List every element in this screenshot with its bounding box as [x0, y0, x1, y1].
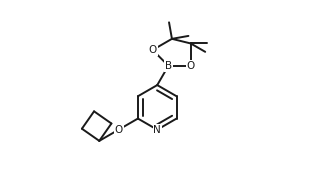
- Text: O: O: [186, 61, 195, 71]
- Text: N: N: [153, 125, 161, 135]
- Text: B: B: [165, 61, 172, 71]
- Text: O: O: [115, 125, 123, 135]
- Text: O: O: [148, 45, 157, 55]
